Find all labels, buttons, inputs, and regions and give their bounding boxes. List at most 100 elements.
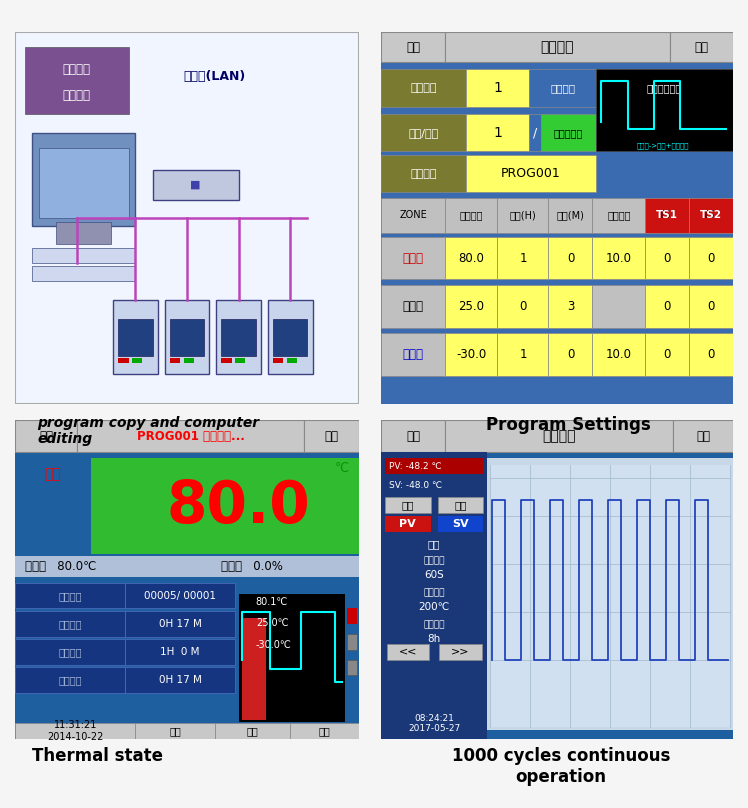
Bar	[15, 556, 359, 577]
Bar	[170, 318, 204, 356]
Text: 程式模式选择: 程式模式选择	[647, 83, 682, 93]
Bar	[235, 357, 245, 363]
Bar	[347, 659, 357, 675]
Bar	[689, 237, 733, 280]
Bar	[548, 334, 592, 377]
Bar	[113, 300, 158, 374]
Bar	[592, 285, 645, 328]
Bar	[497, 334, 548, 377]
Text: 1H  0 M: 1H 0 M	[160, 647, 200, 657]
Bar	[387, 643, 429, 659]
Text: PROG001 热冲状态...: PROG001 热冲状态...	[136, 430, 245, 443]
Text: 00005/ 00001: 00005/ 00001	[144, 591, 216, 600]
Text: 保持: 保持	[169, 726, 181, 736]
Text: 切换: 切换	[694, 40, 708, 53]
Text: PV: PV	[399, 519, 416, 529]
Bar	[132, 357, 142, 363]
Bar	[25, 47, 129, 114]
Bar	[381, 420, 445, 452]
Bar	[125, 611, 235, 637]
Bar	[286, 357, 297, 363]
Text: 60S: 60S	[424, 570, 444, 580]
Bar	[15, 420, 77, 452]
Text: 曲线时间: 曲线时间	[423, 620, 445, 629]
Text: 25.0℃: 25.0℃	[256, 618, 289, 628]
Bar	[542, 114, 596, 151]
Text: 网络连接: 网络连接	[63, 63, 91, 76]
Bar	[645, 237, 689, 280]
Bar	[548, 198, 592, 233]
Text: <<: <<	[399, 646, 417, 657]
Text: 25.0: 25.0	[458, 300, 484, 313]
Text: 1000 cycles continuous
operation: 1000 cycles continuous operation	[452, 747, 670, 786]
Text: 常温室: 常温室	[402, 300, 423, 313]
Bar	[385, 478, 483, 494]
Text: PROG001: PROG001	[501, 167, 561, 180]
Bar	[466, 114, 529, 151]
Bar	[497, 198, 548, 233]
Bar	[673, 420, 733, 452]
Bar	[491, 465, 729, 726]
Text: 查询: 查询	[402, 499, 414, 510]
Text: 目录: 目录	[406, 430, 420, 443]
Bar	[273, 357, 283, 363]
Text: 11:31:21
2014-10-22: 11:31:21 2014-10-22	[47, 720, 103, 742]
Text: 数据: 数据	[428, 540, 441, 549]
Text: 设定温度: 设定温度	[459, 210, 483, 221]
Text: 200℃: 200℃	[419, 602, 450, 612]
Text: >>: >>	[451, 646, 470, 657]
Bar	[56, 222, 111, 244]
Bar	[125, 667, 235, 692]
Text: 0: 0	[708, 300, 715, 313]
Text: 程式连接: 程式连接	[550, 83, 575, 93]
Bar	[438, 516, 483, 532]
Bar	[381, 452, 487, 739]
Text: 以太网(LAN): 以太网(LAN)	[183, 70, 245, 83]
Text: 0: 0	[519, 300, 527, 313]
Bar	[381, 69, 466, 107]
Bar	[497, 237, 548, 280]
Text: 0H 17 M: 0H 17 M	[159, 675, 201, 685]
Bar	[548, 285, 592, 328]
Bar	[290, 722, 359, 739]
Text: 下载: 下载	[454, 499, 467, 510]
Text: TS1: TS1	[656, 210, 678, 221]
Text: -30.0℃: -30.0℃	[256, 640, 292, 650]
Bar	[165, 300, 209, 374]
Text: Program Settings: Program Settings	[486, 416, 651, 434]
Bar	[487, 458, 733, 730]
Text: 切换: 切换	[696, 430, 710, 443]
Bar	[15, 583, 125, 608]
Text: 采样时间: 采样时间	[423, 556, 445, 565]
Bar	[118, 318, 153, 356]
Bar	[497, 285, 548, 328]
Text: 停止: 停止	[319, 726, 331, 736]
Bar	[689, 198, 733, 233]
Text: 0: 0	[663, 251, 671, 264]
Bar	[32, 267, 135, 281]
Bar	[125, 639, 235, 665]
Bar	[645, 285, 689, 328]
Bar	[645, 198, 689, 233]
Bar	[153, 170, 239, 200]
Bar	[242, 618, 266, 720]
Text: 曲线范围: 曲线范围	[423, 588, 445, 597]
Bar	[15, 722, 135, 739]
Bar	[592, 334, 645, 377]
Text: 网络连接: 网络连接	[63, 89, 91, 102]
Text: 高温室: 高温室	[402, 251, 423, 264]
Bar	[596, 69, 733, 107]
Text: TS2: TS2	[700, 210, 722, 221]
Bar	[645, 198, 689, 233]
Text: PV: -48.2 ℃: PV: -48.2 ℃	[388, 462, 441, 471]
Bar	[689, 285, 733, 328]
Text: 先高温->低温+常温模式: 先高温->低温+常温模式	[637, 142, 689, 149]
Bar	[215, 722, 290, 739]
Text: 80.0: 80.0	[167, 478, 310, 535]
Bar	[273, 318, 307, 356]
Text: 周期/终了: 周期/终了	[408, 128, 439, 137]
Text: ZONE: ZONE	[399, 210, 427, 221]
Text: 程式编号: 程式编号	[411, 83, 437, 93]
Text: 10.0: 10.0	[606, 251, 632, 264]
Text: 切换: 切换	[325, 430, 339, 443]
